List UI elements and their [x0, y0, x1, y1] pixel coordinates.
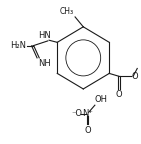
Text: O: O — [84, 126, 91, 135]
Text: O: O — [115, 90, 122, 99]
Text: O: O — [132, 72, 138, 81]
Text: CH₃: CH₃ — [60, 6, 74, 16]
Text: OH: OH — [95, 95, 108, 105]
Text: N⁺: N⁺ — [82, 109, 93, 118]
Text: H₂N: H₂N — [11, 41, 27, 50]
Text: HN: HN — [38, 31, 50, 39]
Text: ⁻O: ⁻O — [72, 109, 83, 118]
Text: NH: NH — [38, 59, 51, 68]
